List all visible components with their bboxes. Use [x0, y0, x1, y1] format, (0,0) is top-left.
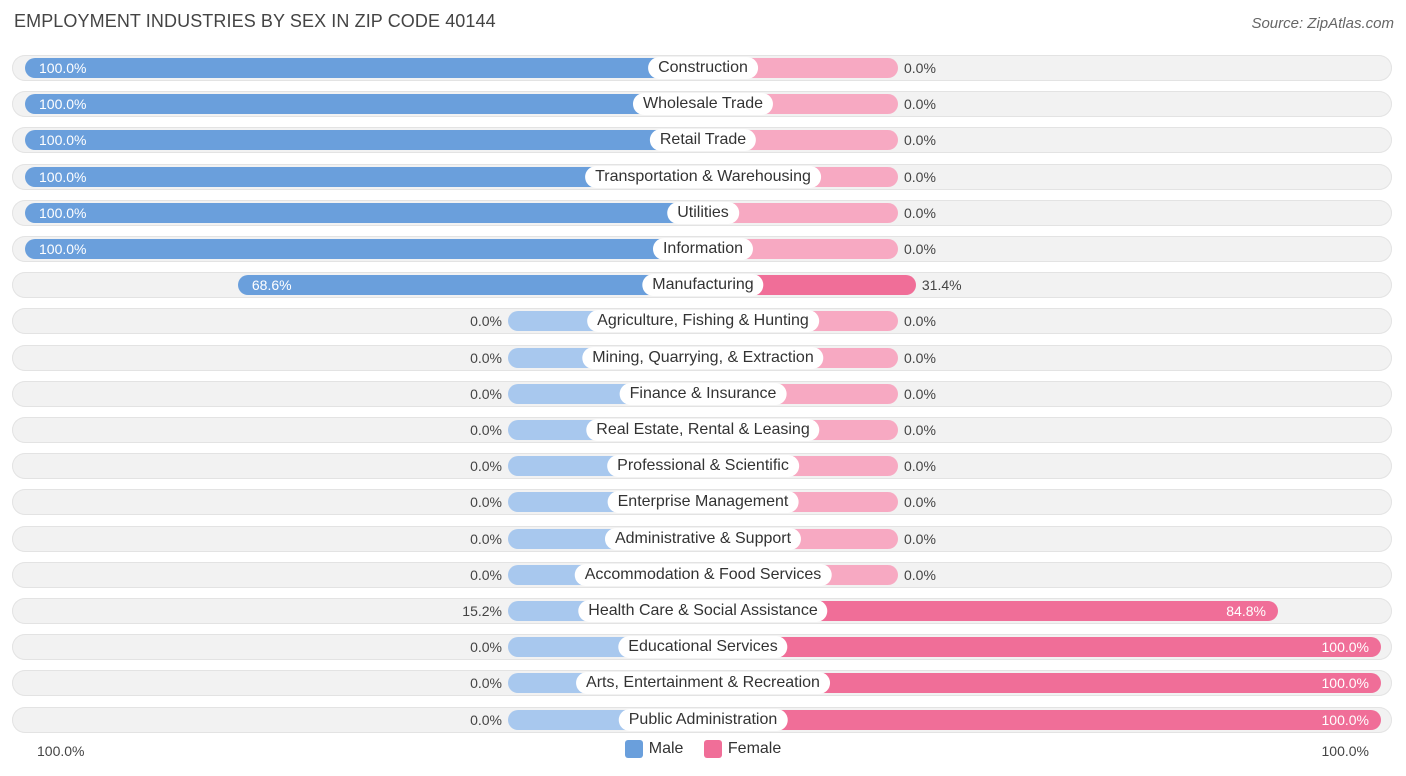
- value-label-male: 100.0%: [39, 60, 87, 76]
- value-label-female: 0.0%: [904, 422, 936, 438]
- value-label-male: 100.0%: [39, 169, 87, 185]
- chart-title: EMPLOYMENT INDUSTRIES BY SEX IN ZIP CODE…: [14, 11, 496, 31]
- axis-left-label: 100.0%: [37, 743, 85, 759]
- axis-right-label: 100.0%: [1321, 743, 1369, 759]
- value-label-male: 0.0%: [470, 567, 502, 583]
- category-label: Wholesale Trade: [632, 93, 774, 115]
- value-label-male: 0.0%: [470, 712, 502, 728]
- value-label-female: 84.8%: [1226, 603, 1266, 619]
- category-label: Manufacturing: [642, 274, 764, 296]
- legend-item-female: Female: [703, 740, 782, 758]
- category-label: Real Estate, Rental & Leasing: [586, 419, 820, 441]
- value-label-male: 100.0%: [39, 96, 87, 112]
- bar-female: [703, 203, 898, 223]
- bar-male: [237, 275, 703, 295]
- category-label: Information: [652, 238, 754, 260]
- bar-male: [25, 94, 703, 114]
- value-label-male: 0.0%: [470, 531, 502, 547]
- value-label-male: 100.0%: [39, 205, 87, 221]
- legend: Male Female: [0, 740, 1406, 763]
- category-label: Construction: [648, 57, 758, 79]
- category-label: Arts, Entertainment & Recreation: [576, 672, 830, 694]
- chart-source: Source: ZipAtlas.com: [1251, 15, 1394, 32]
- value-label-female: 0.0%: [904, 494, 936, 510]
- category-label: Professional & Scientific: [607, 455, 799, 477]
- legend-swatch-male: [624, 740, 643, 758]
- value-label-male: 0.0%: [470, 639, 502, 655]
- value-label-female: 0.0%: [904, 313, 936, 329]
- value-label-male: 0.0%: [470, 494, 502, 510]
- value-label-female: 0.0%: [904, 386, 936, 402]
- category-label: Agriculture, Fishing & Hunting: [587, 310, 819, 332]
- bar-female: [703, 710, 1381, 730]
- bar-female: [703, 601, 1278, 621]
- value-label-male: 100.0%: [39, 241, 87, 257]
- category-label: Mining, Quarrying, & Extraction: [582, 347, 824, 369]
- category-label: Accommodation & Food Services: [574, 564, 832, 586]
- bar-male: [25, 58, 703, 78]
- value-label-female: 0.0%: [904, 567, 936, 583]
- value-label-female: 0.0%: [904, 132, 936, 148]
- value-label-female: 0.0%: [904, 169, 936, 185]
- value-label-male: 0.0%: [470, 386, 502, 402]
- bar-female: [703, 673, 1381, 693]
- legend-item-male: Male: [624, 740, 684, 758]
- value-label-male: 0.0%: [470, 350, 502, 366]
- legend-label-female: Female: [727, 740, 782, 757]
- value-label-male: 0.0%: [470, 313, 502, 329]
- value-label-female: 100.0%: [1321, 639, 1369, 655]
- value-label-female: 0.0%: [904, 241, 936, 257]
- bar-female: [703, 637, 1381, 657]
- value-label-female: 31.4%: [921, 277, 962, 293]
- bar-male: [25, 203, 703, 223]
- bar-male: [25, 239, 703, 259]
- value-label-male: 100.0%: [39, 132, 87, 148]
- bar-male: [25, 130, 703, 150]
- value-label-male: 0.0%: [470, 422, 502, 438]
- value-label-female: 0.0%: [904, 531, 936, 547]
- category-label: Health Care & Social Assistance: [578, 600, 828, 622]
- category-label: Retail Trade: [649, 129, 757, 151]
- value-label-female: 0.0%: [904, 205, 936, 221]
- value-label-female: 0.0%: [904, 60, 936, 76]
- value-label-female: 100.0%: [1321, 712, 1369, 728]
- category-label: Enterprise Management: [607, 491, 799, 513]
- legend-swatch-female: [703, 740, 722, 758]
- category-label: Administrative & Support: [604, 528, 802, 550]
- value-label-female: 100.0%: [1321, 675, 1369, 691]
- value-label-male: 68.6%: [251, 277, 292, 293]
- bar-male: [25, 167, 703, 187]
- category-label: Educational Services: [618, 636, 788, 658]
- category-label: Utilities: [667, 202, 739, 224]
- value-label-female: 0.0%: [904, 96, 936, 112]
- value-label-male: 0.0%: [470, 458, 502, 474]
- category-label: Public Administration: [618, 709, 788, 731]
- value-label-female: 0.0%: [904, 458, 936, 474]
- value-label-male: 0.0%: [470, 675, 502, 691]
- value-label-female: 0.0%: [904, 350, 936, 366]
- legend-label-male: Male: [648, 740, 684, 757]
- value-label-male: 15.2%: [462, 603, 502, 619]
- category-label: Transportation & Warehousing: [585, 166, 821, 188]
- category-label: Finance & Insurance: [619, 383, 787, 405]
